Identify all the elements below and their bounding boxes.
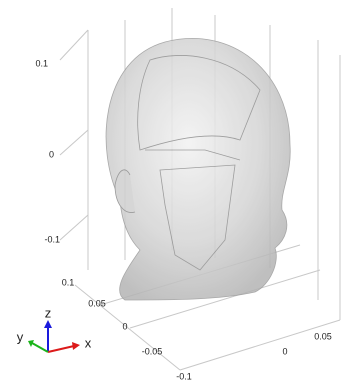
z-axis-ticks: 0.1 0 -0.1 bbox=[35, 58, 60, 244]
tick-label: 0 bbox=[49, 149, 54, 159]
tick-label: 0 bbox=[282, 346, 287, 356]
x-axis-ticks: 0 0.05 bbox=[282, 331, 331, 356]
axis-triad: z y x bbox=[17, 305, 92, 352]
triad-label: z bbox=[45, 305, 52, 320]
triad-label: x bbox=[85, 335, 92, 350]
tick-label: 0 bbox=[122, 321, 127, 331]
tick-label: 0.05 bbox=[314, 331, 332, 341]
tick-label: 0.1 bbox=[35, 58, 48, 68]
head-model bbox=[106, 38, 290, 300]
tick-label: -0.1 bbox=[176, 371, 192, 381]
tick-label: -0.1 bbox=[44, 234, 60, 244]
tick-label: 0.1 bbox=[62, 277, 75, 287]
tick-label: -0.05 bbox=[142, 346, 163, 356]
triad-label: y bbox=[17, 329, 24, 344]
viewport: 0.1 0 -0.1 0.1 0.05 0 -0.05 -0.1 0 0.05 … bbox=[0, 0, 356, 384]
tick-label: 0.05 bbox=[88, 298, 106, 308]
